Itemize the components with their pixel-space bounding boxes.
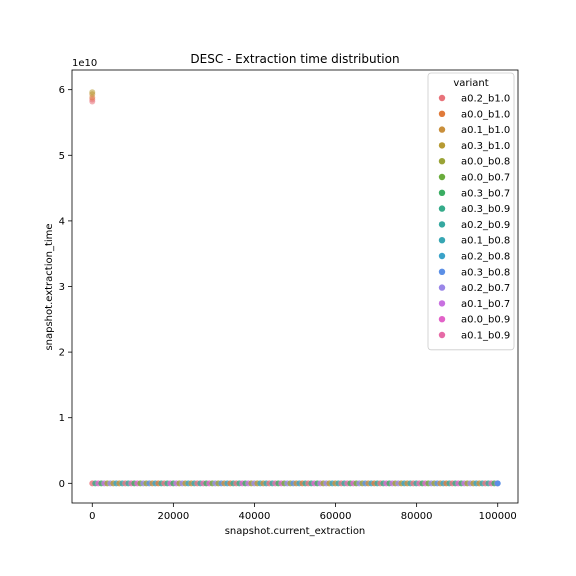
legend-marker	[439, 158, 445, 164]
legend-entry: a0.1_b0.8	[461, 236, 510, 247]
y-tick-label: 4	[59, 216, 65, 227]
legend-marker	[439, 300, 445, 306]
legend-entry: a0.2_b0.8	[461, 252, 510, 263]
data-point	[495, 480, 501, 486]
y-axis-label: snapshot.extraction_time	[44, 223, 55, 350]
legend-marker	[439, 269, 445, 275]
legend-entry: a0.3_b0.7	[461, 188, 510, 199]
x-tick-label: 60000	[320, 511, 352, 522]
x-tick-label: 40000	[239, 511, 271, 522]
x-axis-label: snapshot.current_extraction	[225, 526, 366, 537]
legend-marker	[439, 126, 445, 132]
legend-entry: a0.2_b0.9	[461, 220, 510, 231]
legend-entry: a0.1_b1.0	[461, 125, 510, 136]
legend-marker	[439, 205, 445, 211]
y-tick-label: 0	[59, 479, 65, 490]
legend-title: variant	[453, 78, 488, 89]
legend-marker	[439, 316, 445, 322]
legend-entry: a0.3_b0.8	[461, 267, 510, 278]
y-tick-label: 6	[59, 85, 65, 96]
legend-marker	[439, 332, 445, 338]
legend-entry: a0.1_b0.7	[461, 299, 510, 310]
x-tick-label: 0	[89, 511, 95, 522]
y-tick-label: 3	[59, 282, 65, 293]
y-tick-label: 5	[59, 151, 65, 162]
legend-marker	[439, 221, 445, 227]
y-axis-multiplier: 1e10	[72, 58, 97, 69]
legend-entry: a0.3_b0.9	[461, 204, 510, 215]
legend-entry: a0.1_b0.9	[461, 331, 510, 342]
legend-marker	[439, 174, 445, 180]
x-tick-label: 80000	[401, 511, 433, 522]
legend-entry: a0.0_b1.0	[461, 109, 510, 120]
legend-entry: a0.0_b0.7	[461, 173, 510, 184]
x-axis-ticks: 0 20000 40000 60000 80000 100000	[89, 503, 517, 522]
y-tick-label: 2	[59, 348, 65, 359]
y-axis-ticks: 0 1 2 3 4 5 6	[59, 85, 72, 490]
legend-entry: a0.2_b0.7	[461, 283, 510, 294]
legend-entry: a0.2_b1.0	[461, 94, 510, 105]
legend-marker	[439, 142, 445, 148]
outlier-point	[89, 89, 95, 95]
legend-marker	[439, 190, 445, 196]
legend-entry: a0.0_b0.9	[461, 315, 510, 326]
legend-marker	[439, 111, 445, 117]
y-tick-label: 1	[59, 413, 65, 424]
legend-marker	[439, 95, 445, 101]
legend: variant a0.2_b1.0 a0.0_b1.0 a0.1_b1.0 a0.3_b…	[428, 73, 514, 350]
legend-entry: a0.3_b1.0	[461, 141, 510, 152]
legend-marker	[439, 284, 445, 290]
chart-title: DESC - Extraction time distribution	[190, 52, 399, 66]
legend-marker	[439, 253, 445, 259]
x-tick-label: 20000	[157, 511, 189, 522]
legend-marker	[439, 237, 445, 243]
x-tick-label: 100000	[479, 511, 517, 522]
legend-entry: a0.0_b0.8	[461, 157, 510, 168]
